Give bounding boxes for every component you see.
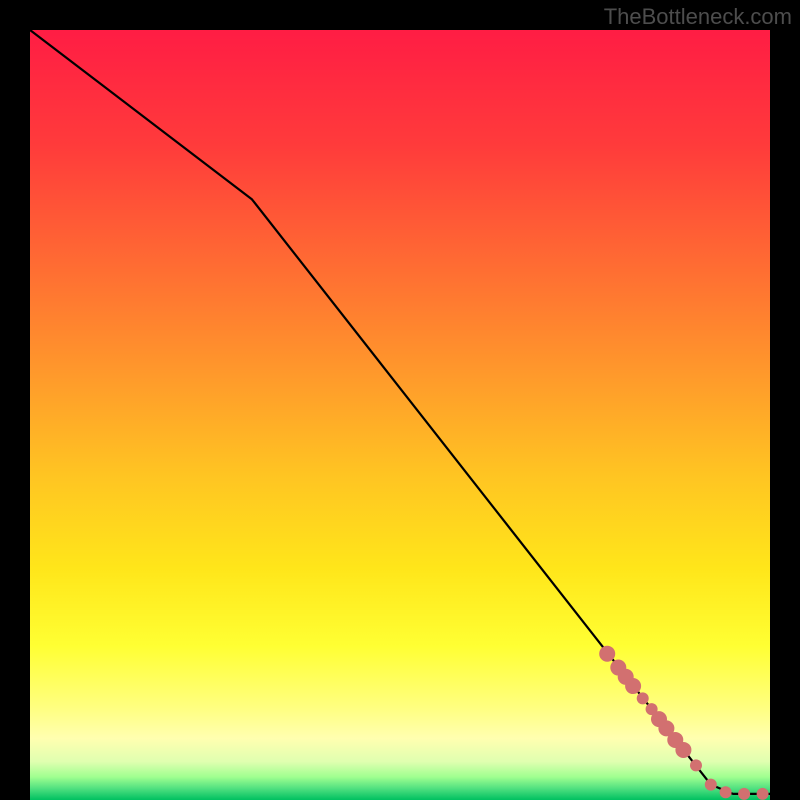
plot-background	[30, 30, 770, 800]
data-marker	[705, 779, 717, 791]
data-marker	[625, 678, 641, 694]
data-marker	[599, 646, 615, 662]
data-marker	[690, 759, 702, 771]
chart-container: TheBottleneck.com	[0, 0, 800, 800]
watermark-text: TheBottleneck.com	[604, 4, 792, 30]
data-marker	[675, 742, 691, 758]
chart-svg	[0, 0, 800, 800]
data-marker	[637, 692, 649, 704]
data-marker	[720, 786, 732, 798]
data-marker	[757, 788, 769, 800]
data-marker	[738, 788, 750, 800]
